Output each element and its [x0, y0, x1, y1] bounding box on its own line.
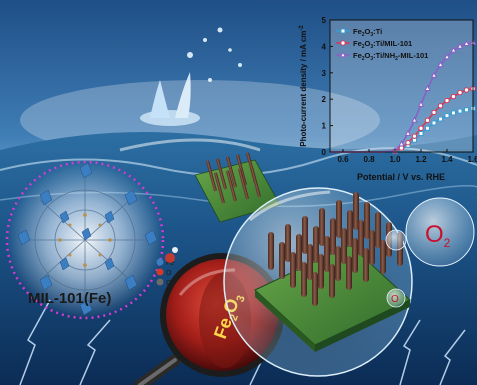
x-tick-label: 1.6: [467, 155, 477, 164]
data-point: [424, 117, 431, 124]
data-point: [451, 110, 456, 116]
nanorod: [279, 242, 285, 279]
x-tick-label: 0.6: [337, 155, 349, 164]
svg-text:O2: O2: [425, 221, 451, 250]
x-tick-label: 1.0: [389, 155, 401, 164]
o2-bubble-small: [385, 229, 407, 251]
y-tick-label: 0: [322, 148, 327, 157]
nanorod: [319, 208, 325, 246]
mof-structure: [5, 160, 165, 320]
y-tick-label: 1: [322, 122, 327, 131]
y-tick-label: 4: [322, 42, 327, 51]
nanorod: [307, 244, 313, 280]
water-splash: [140, 27, 242, 126]
nanorod: [352, 238, 358, 273]
photocurrent-chart: 0.6 0.8 1.0 1.2 1.4 1.6 0 1 2 3 4 5 Potential / V …: [299, 16, 477, 182]
x-tick-label: 1.2: [415, 155, 427, 164]
data-point: [411, 133, 418, 139]
data-point: [430, 71, 438, 78]
data-point: [444, 97, 450, 104]
data-point: [463, 87, 470, 93]
data-point: [463, 40, 470, 47]
data-point: [425, 125, 430, 131]
data-point: [444, 113, 450, 119]
nanorod: [353, 192, 359, 230]
legend-marker: [340, 40, 346, 46]
data-point: [437, 103, 444, 109]
o2-bubble-large: O2: [405, 197, 475, 267]
y-tick-label: 5: [322, 16, 327, 25]
data-point: [456, 42, 464, 49]
data-point: [398, 145, 405, 151]
data-point: [418, 131, 424, 137]
legend-label: Fe2O3:Ti/MIL-101: [353, 39, 412, 50]
nanorod: [346, 256, 352, 290]
nanorod: [285, 224, 291, 262]
data-point: [457, 89, 463, 96]
legend-fe: Fe: [166, 260, 174, 267]
nanorod: [318, 254, 324, 289]
x-tick-label: 0.8: [363, 155, 375, 164]
nanorod: [363, 248, 369, 282]
nanorod: [313, 226, 319, 263]
nanorod: [380, 240, 386, 274]
small-electrode-plate: [194, 152, 281, 223]
nanorod: [330, 218, 336, 255]
data-point: [417, 100, 425, 107]
legend-marker: [340, 28, 346, 34]
data-point: [411, 116, 418, 123]
legend-o: O: [166, 270, 172, 277]
nanorod: [312, 272, 318, 306]
nanorod: [341, 228, 347, 264]
legend-c: C: [166, 280, 171, 287]
data-point: [438, 116, 443, 122]
y-axis-label: Photo-current density / mA cm-2: [299, 25, 308, 147]
data-point: [457, 108, 463, 114]
nanorod: [290, 252, 296, 288]
data-point: [405, 140, 411, 146]
data-point: [431, 120, 437, 126]
data-point: [418, 125, 424, 131]
data-point: [424, 84, 431, 91]
o-bubble: [386, 288, 406, 308]
nanorod: [324, 236, 330, 272]
chart-legend: Fe2O3:TiFe2O3:Ti/MIL-101Fe2O3:Ti/NH2-MIL…: [336, 27, 428, 62]
nanorod: [358, 220, 364, 256]
data-point: [398, 140, 405, 147]
nanorod: [347, 210, 353, 247]
data-point: [464, 107, 469, 113]
nanorod: [335, 246, 341, 281]
y-tick-label: 3: [322, 69, 327, 78]
nanorod-bubble: [223, 187, 413, 377]
data-point: [450, 93, 457, 100]
mof-label: MIL-101(Fe): [28, 290, 111, 307]
nanorod: [268, 232, 274, 270]
x-axis-label: Potential / V vs. RHE: [357, 172, 445, 182]
nanorod: [375, 212, 381, 248]
nanorod: [301, 262, 307, 297]
nanorod: [296, 234, 302, 271]
data-point: [404, 129, 412, 136]
atom-legend: Fe O C: [156, 258, 174, 287]
x-tick-label: 1.4: [441, 155, 453, 164]
data-point: [437, 61, 444, 68]
legend-label: Fe2O3:Ti/NH2-MIL-101: [353, 51, 428, 62]
y-tick-label: 2: [322, 95, 327, 104]
data-point: [443, 53, 451, 60]
legend-marker: [339, 51, 347, 58]
nanorod: [302, 216, 308, 254]
nanorod: [364, 202, 370, 239]
nanorod: [336, 200, 342, 238]
legend-label: Fe2O3:Ti: [353, 27, 382, 38]
nanorod: [369, 230, 375, 265]
o-label: O: [391, 294, 399, 305]
data-point: [450, 46, 457, 53]
data-point: [431, 109, 437, 116]
nanorod: [329, 264, 335, 298]
